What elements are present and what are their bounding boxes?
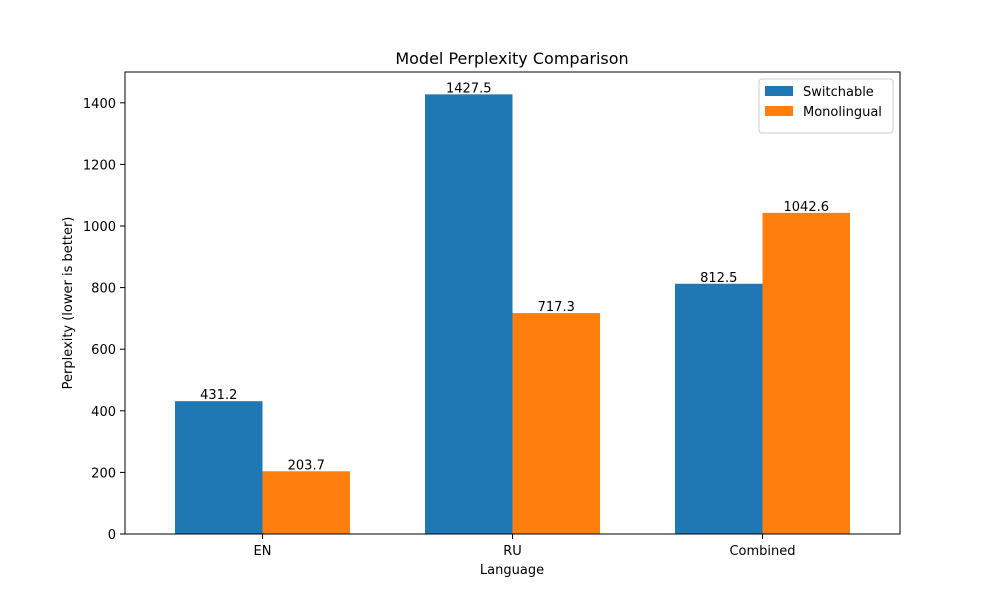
y-tick-label: 1400: [83, 97, 116, 112]
bar-switchable: [675, 283, 763, 534]
data-label-switchable: 812.5: [700, 271, 737, 286]
x-axis-label: Language: [480, 563, 544, 578]
plot-area: 0 200 400 600 800 1000 1200 1400 EN RU Combined 431…: [83, 81, 850, 559]
y-tick-label: 400: [91, 405, 116, 420]
data-label-monolingual: 203.7: [288, 458, 325, 473]
bar-monolingual: [512, 313, 600, 534]
y-tick-label: 200: [91, 466, 116, 481]
y-tick-label: 1000: [83, 220, 116, 235]
bar-switchable: [175, 401, 263, 534]
data-label-switchable: 1427.5: [446, 81, 492, 96]
chart-title: Model Perplexity Comparison: [395, 49, 628, 68]
data-label-monolingual: 717.3: [538, 300, 575, 315]
x-tick-label: EN: [254, 544, 272, 559]
x-tick-label: RU: [503, 544, 522, 559]
y-tick-label: 600: [91, 343, 116, 358]
data-label-switchable: 431.2: [200, 388, 237, 403]
y-tick-label: 0: [108, 528, 116, 543]
legend-swatch-switchable: [765, 86, 793, 96]
y-tick-label: 1200: [83, 158, 116, 173]
bar-monolingual: [762, 212, 850, 534]
legend: Switchable Monolingual: [758, 78, 894, 134]
x-tick-label: Combined: [729, 544, 795, 559]
data-label-monolingual: 1042.6: [784, 200, 830, 215]
plot-frame: [124, 71, 901, 535]
legend-swatch-monolingual: [765, 106, 793, 116]
y-axis-label: Perplexity (lower is better): [61, 217, 76, 390]
legend-label-monolingual: Monolingual: [803, 105, 882, 120]
bar-switchable: [425, 94, 513, 534]
legend-label-switchable: Switchable: [803, 85, 874, 100]
bar-monolingual: [262, 471, 350, 534]
y-tick-label: 800: [91, 282, 116, 297]
